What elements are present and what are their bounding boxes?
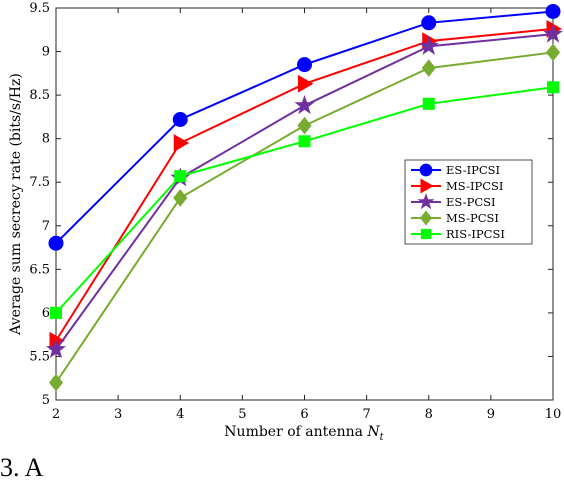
legend-entry: ES-PCSI xyxy=(411,193,496,210)
y-tick-label: 5 xyxy=(42,393,50,408)
chart: 5 5.5 6 6.5 7 7.5 8 8.5 9 9.5 2 3 4 5 6 7 8 9 10 Number o… xyxy=(8,1,564,443)
series-es-ipcsi xyxy=(48,3,561,251)
x-tick-label: 7 xyxy=(362,407,370,422)
legend-marker xyxy=(420,178,434,194)
data-point xyxy=(545,3,561,19)
y-tick-label: 8 xyxy=(42,132,50,147)
y-tick-label: 6.5 xyxy=(29,262,50,277)
x-tick-label: 9 xyxy=(487,407,495,422)
data-point xyxy=(174,170,187,183)
x-axis-symbol: N xyxy=(366,424,380,440)
data-point xyxy=(172,112,188,128)
x-tick-label: 4 xyxy=(176,407,184,422)
data-point xyxy=(173,189,188,207)
x-axis: 2 3 4 5 6 7 8 9 10 xyxy=(52,8,561,422)
y-axis-label: Average sum secrecy rate (bits/s/Hz) xyxy=(8,73,24,336)
figure-caption: 3. A xyxy=(0,453,44,482)
data-point xyxy=(48,373,64,392)
legend-label: MS-IPCSI xyxy=(446,179,503,193)
data-point xyxy=(421,15,437,31)
data-point xyxy=(48,235,64,251)
data-point xyxy=(418,35,439,55)
x-axis-label: Number of antenna Nt xyxy=(224,424,384,443)
x-tick-label: 3 xyxy=(114,407,122,422)
y-tick-label: 9 xyxy=(42,45,50,60)
data-point xyxy=(297,57,312,73)
y-tick-label: 5.5 xyxy=(29,349,50,364)
y-tick-label: 8.5 xyxy=(29,88,50,103)
legend-entry: MS-PCSI xyxy=(411,210,499,226)
data-point xyxy=(421,59,436,77)
series-ms-pcsi xyxy=(48,43,561,392)
legend-marker xyxy=(420,228,432,240)
data-point xyxy=(45,338,67,358)
data-point xyxy=(297,116,312,135)
data-point xyxy=(547,81,559,94)
legend-entry: MS-IPCSI xyxy=(411,178,503,194)
legend-marker xyxy=(417,193,435,210)
data-point xyxy=(542,23,564,43)
x-axis-subscript: t xyxy=(380,432,385,443)
legend-marker xyxy=(420,210,432,226)
data-point xyxy=(298,135,311,148)
data-point xyxy=(545,43,561,62)
y-tick-label: 6 xyxy=(42,306,50,321)
y-tick-label: 9.5 xyxy=(29,1,50,16)
legend-label: RIS-IPCSI xyxy=(446,227,505,241)
legend-entry: ES-IPCSI xyxy=(411,163,500,177)
y-axis: 5 5.5 6 6.5 7 7.5 8 8.5 9 9.5 xyxy=(29,1,553,408)
legend-label: ES-IPCSI xyxy=(446,163,500,177)
series-ris-ipcsi xyxy=(50,81,559,319)
legend: ES-IPCSI MS-IPCSI ES-PCSI MS-PCSI RIS-IPCSI xyxy=(404,159,533,245)
x-tick-label: 6 xyxy=(300,407,308,422)
y-tick-label: 7.5 xyxy=(29,175,50,190)
legend-label: MS-PCSI xyxy=(446,211,499,225)
legend-entry: RIS-IPCSI xyxy=(411,227,505,241)
legend-label: ES-PCSI xyxy=(446,195,496,209)
data-point xyxy=(173,134,190,152)
x-tick-label: 8 xyxy=(425,407,433,422)
x-tick-label: 2 xyxy=(52,407,60,422)
y-tick-label: 7 xyxy=(42,219,50,234)
data-point xyxy=(298,74,314,93)
series-layer xyxy=(45,3,564,392)
data-point xyxy=(422,97,435,110)
x-tick-label: 10 xyxy=(545,407,562,422)
data-point xyxy=(50,306,62,319)
data-point xyxy=(294,95,315,115)
legend-marker xyxy=(419,163,433,177)
x-tick-label: 5 xyxy=(238,407,246,422)
